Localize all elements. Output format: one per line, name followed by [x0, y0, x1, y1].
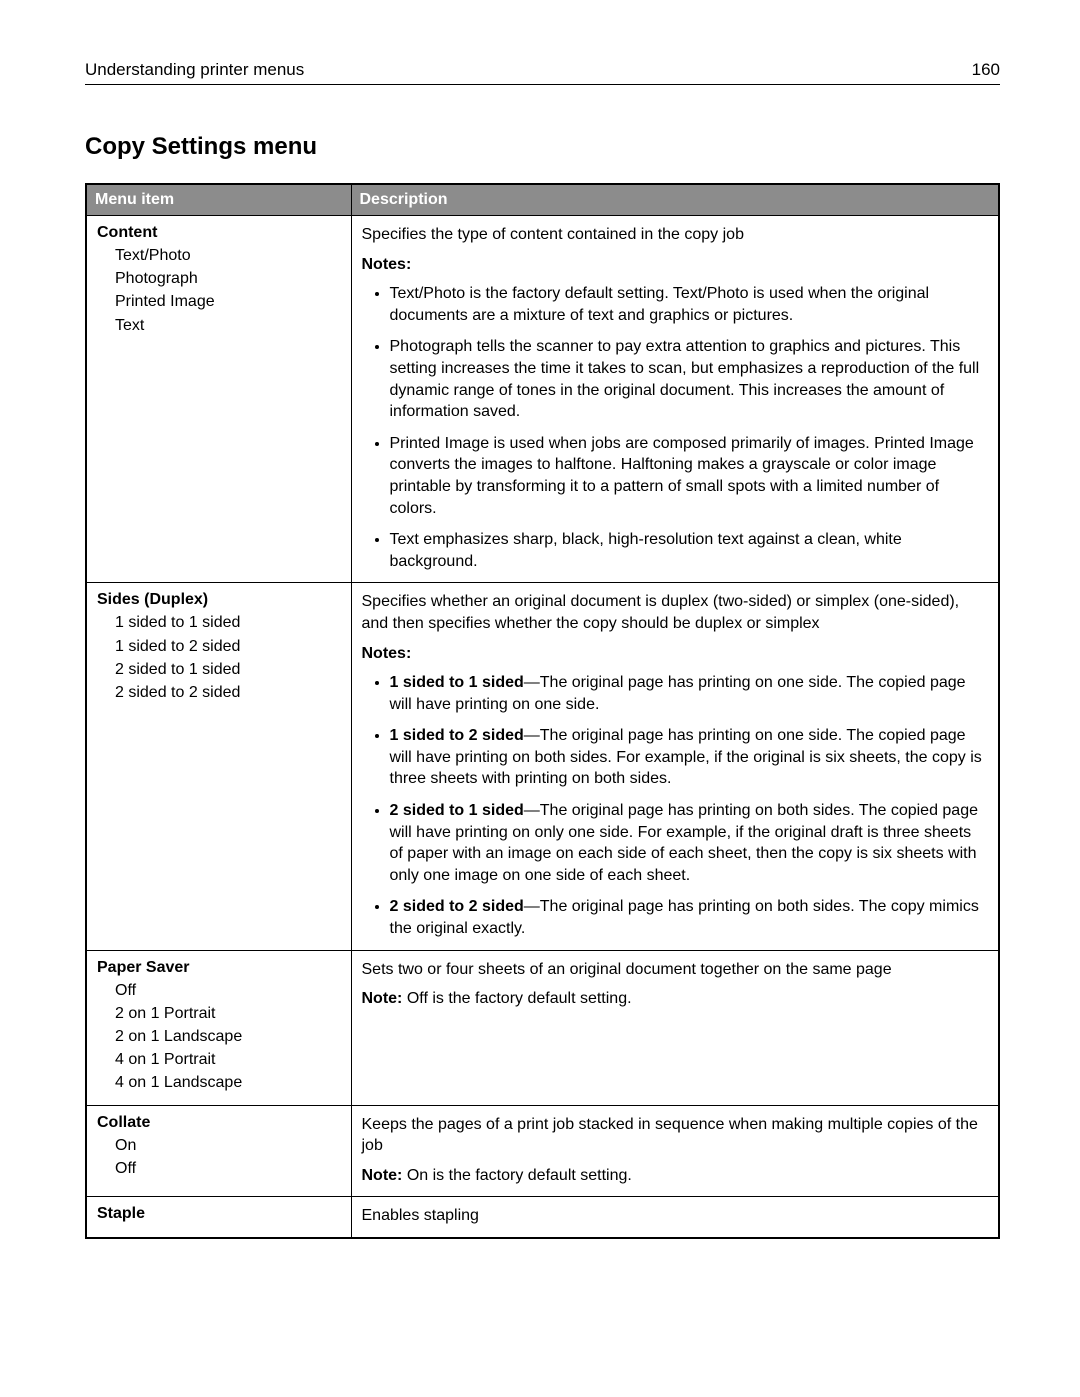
menu-item-title: Staple: [97, 1205, 341, 1223]
menu-option: Text/Photo: [115, 244, 341, 267]
settings-tbody: ContentText/PhotoPhotographPrinted Image…: [86, 216, 999, 1238]
note-item: Photograph tells the scanner to pay extr…: [390, 336, 989, 422]
menu-cell: Paper Saver Off2 on 1 Portrait2 on 1 Land…: [86, 950, 351, 1105]
menu-options: Off2 on 1 Portrait2 on 1 Landscape4 on 1…: [97, 979, 341, 1095]
menu-option: 4 on 1 Portrait: [115, 1048, 341, 1071]
note-bold: 2 sided to 2 sided: [390, 898, 524, 915]
menu-options: Text/PhotoPhotographPrinted ImageText: [97, 244, 341, 337]
notes-list: 1 sided to 1 sided—The original page has…: [362, 672, 989, 940]
menu-cell: Sides (Duplex) 1 sided to 1 sided1 sided …: [86, 583, 351, 950]
menu-option: 4 on 1 Landscape: [115, 1071, 341, 1094]
menu-option: 2 on 1 Portrait: [115, 1002, 341, 1025]
description-cell: Keeps the pages of a print job stacked i…: [351, 1105, 999, 1197]
menu-option: 2 sided to 1 sided: [115, 658, 341, 681]
note-inline: Note: Off is the factory default setting…: [362, 988, 989, 1010]
running-title: Understanding printer menus: [85, 60, 304, 80]
col-header-desc: Description: [351, 184, 999, 216]
notes-list: Text/Photo is the factory default settin…: [362, 283, 989, 572]
note-bold: 2 sided to 1 sided: [390, 802, 524, 819]
menu-option: On: [115, 1134, 341, 1157]
note-inline: Note: On is the factory default setting.: [362, 1165, 989, 1187]
settings-table: Menu item Description ContentText/PhotoP…: [85, 183, 1000, 1239]
section-title: Copy Settings menu: [85, 133, 1000, 161]
menu-option: 1 sided to 2 sided: [115, 635, 341, 658]
note-inline-text: On is the factory default setting.: [402, 1167, 631, 1184]
note-item: 1 sided to 2 sided—The original page has…: [390, 725, 989, 790]
menu-option: Photograph: [115, 267, 341, 290]
page: Understanding printer menus 160 Copy Set…: [0, 0, 1080, 1299]
table-row: Sides (Duplex)1 sided to 1 sided1 sided …: [86, 583, 999, 950]
menu-options: OnOff: [97, 1134, 341, 1180]
notes-label: Notes:: [362, 254, 989, 276]
menu-item-title: Sides (Duplex): [97, 591, 341, 609]
menu-option: Text: [115, 314, 341, 337]
menu-option: Off: [115, 979, 341, 1002]
note-item: Text emphasizes sharp, black, high-resol…: [390, 529, 989, 572]
note-item: 2 sided to 2 sided—The original page has…: [390, 896, 989, 939]
menu-item-title: Paper Saver: [97, 959, 341, 977]
table-row: ContentText/PhotoPhotographPrinted Image…: [86, 216, 999, 583]
notes-label: Notes:: [362, 643, 989, 665]
description-cell: Enables stapling: [351, 1197, 999, 1238]
menu-option: 2 sided to 2 sided: [115, 681, 341, 704]
description-lead: Specifies the type of content contained …: [362, 224, 989, 246]
menu-option: Printed Image: [115, 290, 341, 313]
col-header-menu: Menu item: [86, 184, 351, 216]
table-row: Paper Saver Off2 on 1 Portrait2 on 1 Land…: [86, 950, 999, 1105]
note-inline-text: Off is the factory default setting.: [402, 990, 631, 1007]
note-inline-label: Note:: [362, 1167, 403, 1184]
menu-cell: Staple: [86, 1197, 351, 1238]
description-lead: Enables stapling: [362, 1205, 989, 1227]
table-row: Staple Enables stapling: [86, 1197, 999, 1238]
note-item: Text/Photo is the factory default settin…: [390, 283, 989, 326]
note-bold: 1 sided to 2 sided: [390, 727, 524, 744]
menu-item-title: Collate: [97, 1114, 341, 1132]
menu-item-title: Content: [97, 224, 341, 242]
menu-options: 1 sided to 1 sided1 sided to 2 sided2 si…: [97, 611, 341, 704]
menu-option: Off: [115, 1157, 341, 1180]
table-row: Collate OnOff Keeps the pages of a print j…: [86, 1105, 999, 1197]
note-inline-label: Note:: [362, 990, 403, 1007]
note-bold: 1 sided to 1 sided: [390, 674, 524, 691]
running-header: Understanding printer menus 160: [85, 60, 1000, 85]
note-item: 2 sided to 1 sided—The original page has…: [390, 800, 989, 886]
description-lead: Specifies whether an original document i…: [362, 591, 989, 634]
menu-cell: Content Text/PhotoPhotographPrinted Image…: [86, 216, 351, 583]
note-item: Printed Image is used when jobs are comp…: [390, 433, 989, 519]
menu-cell: Collate OnOff: [86, 1105, 351, 1197]
description-cell: Specifies whether an original document i…: [351, 583, 999, 950]
description-cell: Sets two or four sheets of an original d…: [351, 950, 999, 1105]
menu-option: 2 on 1 Landscape: [115, 1025, 341, 1048]
description-cell: Specifies the type of content contained …: [351, 216, 999, 583]
description-lead: Sets two or four sheets of an original d…: [362, 959, 989, 981]
description-lead: Keeps the pages of a print job stacked i…: [362, 1114, 989, 1157]
note-item: 1 sided to 1 sided—The original page has…: [390, 672, 989, 715]
menu-option: 1 sided to 1 sided: [115, 611, 341, 634]
page-number: 160: [972, 60, 1000, 80]
